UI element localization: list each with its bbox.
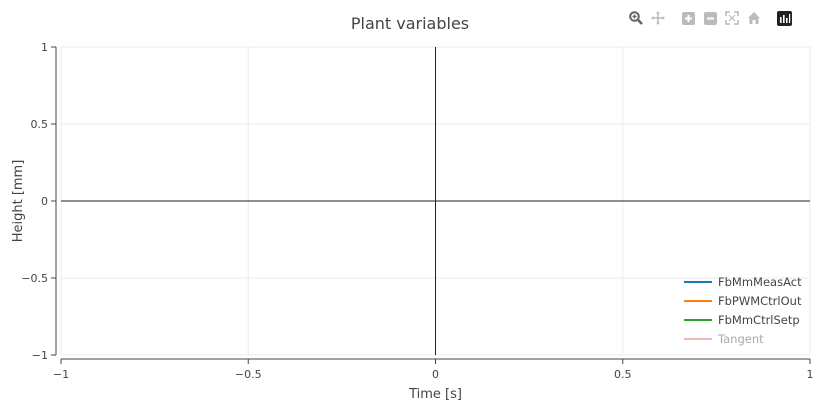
legend-label: FbMmMeasAct <box>718 275 802 289</box>
x-tick-label: 0 <box>432 368 439 381</box>
legend: FbMmMeasAct FbPWMCtrlOut FbMmCtrlSetp Tange… <box>684 275 802 346</box>
y-axis-title: Height [mm] <box>11 160 26 243</box>
zoom-out-icon[interactable] <box>702 10 718 26</box>
legend-label: FbMmCtrlSetp <box>718 313 800 327</box>
axis-lines <box>55 47 810 360</box>
x-tick-label: 1 <box>807 368 813 381</box>
zoom-icon[interactable] <box>628 10 644 26</box>
x-axis-title: Time [s] <box>408 387 462 402</box>
modebar <box>628 10 798 26</box>
zoom-in-icon[interactable] <box>680 10 696 26</box>
legend-label: Tangent <box>717 332 764 346</box>
autoscale-icon[interactable] <box>724 10 740 26</box>
y-tick-label: −1 <box>32 349 48 362</box>
reset-axes-icon[interactable] <box>746 10 762 26</box>
x-tick-label: 0.5 <box>614 368 632 381</box>
legend-item[interactable]: FbMmMeasAct <box>684 275 802 289</box>
y-tick-label: 0.5 <box>31 118 49 131</box>
y-axis-ticks: −1 −0.5 0 0.5 1 <box>21 41 56 362</box>
legend-label: FbPWMCtrlOut <box>718 294 802 308</box>
plotly-logo-icon[interactable] <box>776 10 792 26</box>
x-tick-label: −1 <box>53 368 69 381</box>
y-tick-label: 0 <box>41 195 48 208</box>
chart-title: Plant variables <box>351 14 469 33</box>
pan-icon[interactable] <box>650 10 666 26</box>
x-tick-label: −0.5 <box>235 368 262 381</box>
y-tick-label: 1 <box>41 41 48 54</box>
legend-item[interactable]: FbPWMCtrlOut <box>684 294 802 308</box>
zero-lines <box>61 47 810 355</box>
legend-item[interactable]: FbMmCtrlSetp <box>684 313 800 327</box>
y-tick-label: −0.5 <box>21 272 48 285</box>
x-axis-ticks: −1 −0.5 0 0.5 1 <box>53 359 813 381</box>
legend-item[interactable]: Tangent <box>684 332 764 346</box>
